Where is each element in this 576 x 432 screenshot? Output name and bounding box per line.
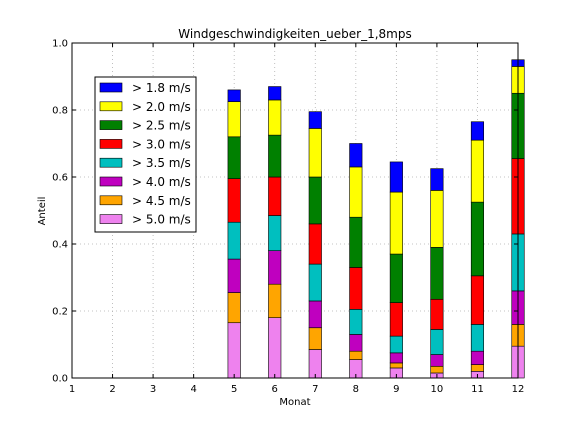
- bar-segment: [349, 143, 363, 168]
- bar-segment: [268, 215, 282, 251]
- legend-swatch: [99, 157, 123, 168]
- bar-segment: [227, 292, 241, 324]
- bar-segment: [470, 350, 485, 365]
- bar-segment: [268, 317, 282, 379]
- bar-segment: [268, 134, 282, 178]
- x-tick-label: 10: [431, 384, 444, 395]
- x-tick-label: 2: [109, 384, 115, 395]
- bar-segment: [227, 221, 241, 260]
- bar-segment: [389, 161, 403, 193]
- y-tick-label: 0.4: [52, 240, 68, 251]
- legend-label: > 3.0 m/s: [132, 137, 191, 151]
- legend-label: > 4.0 m/s: [132, 175, 191, 189]
- legend-swatch: [99, 195, 123, 206]
- y-tick-label: 1.0: [52, 39, 68, 50]
- bar-segment: [268, 250, 282, 285]
- bar-segment: [389, 253, 403, 303]
- bar-segment: [470, 121, 485, 141]
- bar-segment: [227, 136, 241, 179]
- bar-segment: [349, 350, 363, 360]
- bar-segment: [308, 111, 322, 129]
- legend-swatch: [99, 82, 123, 93]
- bar-segment: [349, 166, 363, 218]
- bar-segment: [227, 101, 241, 138]
- legend-label: > 1.8 m/s: [132, 81, 191, 95]
- legend-swatch: [99, 214, 123, 224]
- bar-segment: [308, 263, 322, 302]
- x-tick-label: 4: [190, 384, 196, 395]
- y-tick-label: 0.8: [52, 106, 68, 117]
- x-tick-label: 3: [150, 384, 156, 395]
- bar-segment: [308, 128, 322, 178]
- bar-segment: [389, 352, 403, 364]
- bar-segment: [470, 139, 485, 203]
- bar-segment: [268, 99, 282, 136]
- bar-segment: [349, 267, 363, 310]
- chart-title: Windgeschwindigkeiten_ueber_1,8mps: [178, 27, 411, 41]
- x-tick-label: 6: [272, 384, 278, 395]
- legend-label: > 5.0 m/s: [132, 213, 191, 227]
- bar-segment: [349, 309, 363, 335]
- legend-swatch: [99, 139, 123, 149]
- legend-label: > 4.5 m/s: [132, 194, 191, 208]
- legend-swatch: [99, 176, 123, 187]
- bar-segment: [308, 176, 322, 225]
- x-tick-label: 8: [353, 384, 359, 395]
- bar-segment: [389, 335, 403, 354]
- bar-segment: [227, 89, 241, 102]
- legend-swatch: [99, 101, 123, 112]
- bar-segment: [389, 191, 403, 255]
- y-tick-label: 0.0: [52, 374, 68, 385]
- y-axis-label: Anteil: [37, 197, 48, 226]
- bar-segment: [227, 322, 241, 379]
- bar-segment: [430, 168, 444, 191]
- bar-segment: [308, 223, 322, 265]
- legend-label: > 3.5 m/s: [132, 156, 191, 170]
- x-tick-label: 12: [512, 384, 525, 395]
- bar-segment: [268, 283, 282, 319]
- bar-segment: [430, 329, 444, 355]
- bar-segment: [308, 327, 322, 350]
- bar-segment: [268, 176, 282, 216]
- legend-label: > 2.0 m/s: [132, 100, 191, 114]
- bar-segment: [470, 201, 485, 277]
- x-tick-label: 1: [69, 384, 75, 395]
- bar-segment: [268, 86, 282, 101]
- legend-swatch: [99, 120, 123, 130]
- axis-ticks: 1 2 3 4 5 6 7 8 9 10 11 120.00.20.40.60.81.0: [52, 39, 524, 396]
- bar-segment: [308, 300, 322, 329]
- bar-segment: [430, 354, 444, 367]
- bar-segment: [430, 190, 444, 248]
- bar-segment: [349, 216, 363, 268]
- bar-segment: [430, 298, 444, 330]
- bar-segment: [227, 178, 241, 223]
- bar-segment: [349, 334, 363, 352]
- bar-segment: [389, 302, 403, 337]
- plot-frame: [71, 42, 519, 379]
- y-tick-label: 0.2: [52, 307, 68, 318]
- x-tick-label: 11: [471, 384, 484, 395]
- bar-segment: [430, 365, 444, 374]
- x-axis-label: Monat: [279, 397, 310, 408]
- bar-segment: [227, 258, 241, 293]
- legend: > 1.8 m/s > 2.0 m/s > 2.5 m/s > 3.0 m/s > 3.…: [94, 76, 197, 233]
- bar-segment: [430, 247, 444, 300]
- bar-segment: [470, 364, 485, 372]
- x-tick-label: 9: [393, 384, 399, 395]
- bar-segment: [389, 362, 403, 369]
- legend-label: > 2.5 m/s: [132, 119, 191, 133]
- bar-segment: [470, 275, 485, 325]
- y-tick-label: 0.6: [52, 173, 68, 184]
- x-tick-label: 7: [312, 384, 318, 395]
- bar-segment: [308, 349, 322, 379]
- bar-segment: [470, 324, 485, 352]
- x-tick-label: 5: [231, 384, 237, 395]
